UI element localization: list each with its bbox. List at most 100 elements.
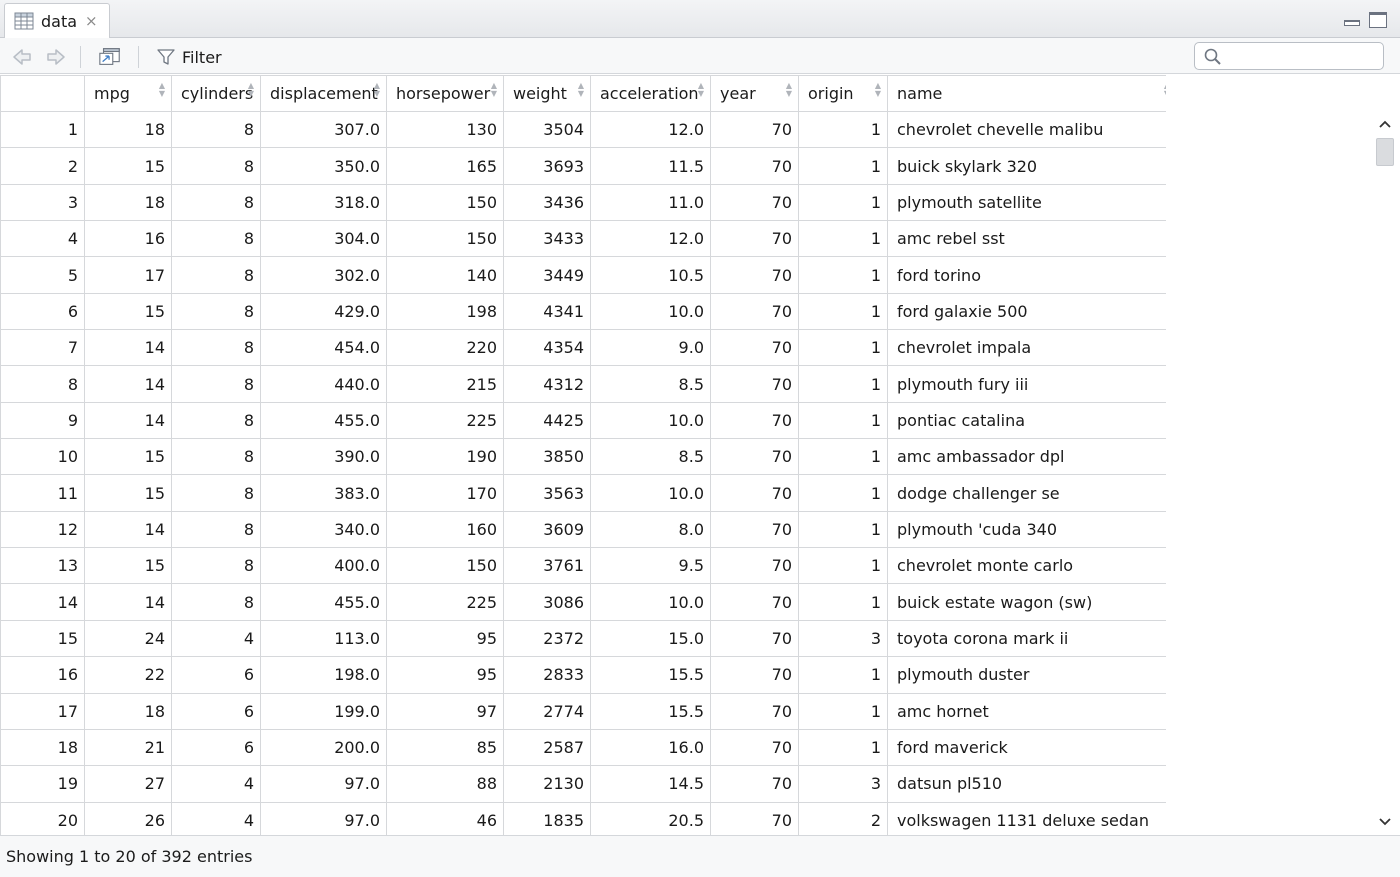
cell-name: ford torino [887,256,1166,294]
chevron-down-icon [1379,818,1391,826]
table-row[interactable]: 2 15 8 350.0 165 3693 11.5 70 1 buick skylark 320 [0,147,1166,185]
sort-arrows-icon[interactable]: ▲▼ [874,81,881,98]
cell-mpg: 14 [84,329,172,367]
column-header-displacement[interactable]: displacement ▲ ▼ [260,75,387,112]
sort-arrows-icon[interactable]: ▲▼ [373,81,380,98]
scroll-down-button[interactable] [1375,812,1395,832]
cell-mpg: 18 [84,110,172,149]
sort-arrows-icon[interactable]: ▲▼ [158,81,165,98]
cell-horsepower: 170 [386,474,504,512]
cell-weight: 1835 [503,801,591,835]
column-header-acceleration[interactable]: acceleration ▲ ▼ [590,75,711,112]
table-row[interactable]: 18 21 6 200.0 85 2587 16.0 70 1 ford maverick [0,728,1166,767]
sort-arrows-icon[interactable]: ▲▼ [577,81,584,98]
cell-year: 70 [710,619,799,658]
scroll-up-button[interactable] [1375,114,1395,134]
cell-weight: 3086 [503,583,591,621]
vertical-scrollbar[interactable] [1373,112,1397,834]
table-row[interactable]: 4 16 8 304.0 150 3433 12.0 70 1 amc rebel sst [0,220,1166,258]
cell-origin: 1 [798,183,888,222]
cell-mpg: 17 [84,256,172,294]
sort-arrows-icon[interactable]: ▲▼ [785,81,792,98]
table-row[interactable]: 6 15 8 429.0 198 4341 10.0 70 1 ford galaxie 500 [0,292,1166,331]
table-row[interactable]: 17 18 6 199.0 97 2774 15.5 70 1 amc hornet [0,692,1166,730]
back-button[interactable] [10,46,34,68]
tab-data[interactable]: data × [4,3,110,38]
sort-arrows-icon[interactable]: ▲▼ [697,81,704,98]
cell-mpg: 14 [84,401,172,440]
table-row[interactable]: 8 14 8 440.0 215 4312 8.5 70 1 plymouth fury iii [0,365,1166,403]
column-header-year[interactable]: year ▲ ▼ [710,75,799,112]
table-row[interactable]: 14 14 8 455.0 225 3086 10.0 70 1 buick estate wag… [0,583,1166,621]
popout-button[interactable] [98,46,122,68]
cell-weight: 4425 [503,401,591,440]
table-row[interactable]: 9 14 8 455.0 225 4425 10.0 70 1 pontiac catalina [0,401,1166,440]
table-row[interactable]: 3 18 8 318.0 150 3436 11.0 70 1 plymouth satellit… [0,183,1166,222]
column-header-label: origin [808,84,854,103]
sort-arrows-icon[interactable]: ▲▼ [490,81,497,98]
scroll-thumb[interactable] [1376,138,1394,166]
sort-arrows-icon[interactable]: ▲▼ [247,81,254,98]
cell-cylinders: 4 [171,765,261,803]
cell-origin: 1 [798,547,888,585]
cell-horsepower: 198 [386,292,504,331]
column-header-mpg[interactable]: mpg ▲ ▼ [84,75,172,112]
search-input[interactable] [1227,46,1377,66]
table-row[interactable]: 15 24 4 113.0 95 2372 15.0 70 3 toyota corona mar… [0,619,1166,658]
column-header-weight[interactable]: weight ▲ ▼ [503,75,591,112]
funnel-icon [157,49,175,65]
cell-displacement: 200.0 [260,728,387,767]
column-header-horsepower[interactable]: horsepower ▲ ▼ [386,75,504,112]
table-row[interactable]: 13 15 8 400.0 150 3761 9.5 70 1 chevrolet monte c… [0,547,1166,585]
table-row[interactable]: 20 26 4 97.0 46 1835 20.5 70 2 volkswagen 1131 de… [0,801,1166,835]
cell-displacement: 97.0 [260,801,387,835]
sort-arrows-icon[interactable]: ▲▼ [1164,82,1166,98]
table-row[interactable]: 19 27 4 97.0 88 2130 14.5 70 3 datsun pl510 [0,765,1166,803]
table-row[interactable]: 12 14 8 340.0 160 3609 8.0 70 1 plymouth 'cuda 34… [0,510,1166,549]
cell-displacement: 302.0 [260,256,387,294]
table-row[interactable]: 16 22 6 198.0 95 2833 15.5 70 1 plymouth duster [0,656,1166,694]
cell-displacement: 440.0 [260,365,387,403]
tab-label: data [41,11,78,31]
cell-horsepower: 160 [386,510,504,549]
cell-acceleration: 9.5 [590,547,711,585]
status-bar: Showing 1 to 20 of 392 entries [0,835,1400,877]
table-row[interactable]: 10 15 8 390.0 190 3850 8.5 70 1 amc ambassador dp… [0,438,1166,476]
row-number: 8 [0,365,85,403]
search-box[interactable] [1194,42,1384,70]
cell-mpg: 22 [84,656,172,694]
cell-cylinders: 4 [171,619,261,658]
cell-origin: 1 [798,656,888,694]
cell-mpg: 14 [84,365,172,403]
table-row[interactable]: 5 17 8 302.0 140 3449 10.5 70 1 ford torino [0,256,1166,294]
cell-weight: 3761 [503,547,591,585]
row-number: 18 [0,728,85,767]
cell-origin: 3 [798,619,888,658]
column-header-label: acceleration [600,84,699,103]
column-header-name[interactable]: name ▲▼ [887,75,1166,112]
minimize-button[interactable] [1342,10,1362,28]
row-number: 6 [0,292,85,331]
filter-button[interactable]: Filter [156,45,222,69]
column-header-cylinders[interactable]: cylinders ▲ ▼ [171,75,261,112]
cell-cylinders: 6 [171,692,261,730]
tab-close-icon[interactable]: × [85,12,98,30]
cell-name: pontiac catalina [887,401,1166,440]
cell-cylinders: 6 [171,728,261,767]
cell-origin: 1 [798,365,888,403]
table-row[interactable]: 1 18 8 307.0 130 3504 12.0 70 1 chevrolet chevell… [0,110,1166,149]
cell-weight: 3449 [503,256,591,294]
table-row[interactable]: 11 15 8 383.0 170 3563 10.0 70 1 dodge challenger… [0,474,1166,512]
maximize-button[interactable] [1368,10,1388,28]
entries-status: Showing 1 to 20 of 392 entries [6,847,253,866]
cell-cylinders: 8 [171,147,261,185]
table-row[interactable]: 7 14 8 454.0 220 4354 9.0 70 1 chevrolet impala [0,329,1166,367]
cell-year: 70 [710,401,799,440]
cell-origin: 2 [798,801,888,835]
forward-button[interactable] [44,46,68,68]
column-header-origin[interactable]: origin ▲ ▼ [798,75,888,112]
cell-weight: 3433 [503,220,591,258]
cell-horsepower: 225 [386,401,504,440]
cell-year: 70 [710,728,799,767]
tab-bar: data × [0,0,1400,38]
